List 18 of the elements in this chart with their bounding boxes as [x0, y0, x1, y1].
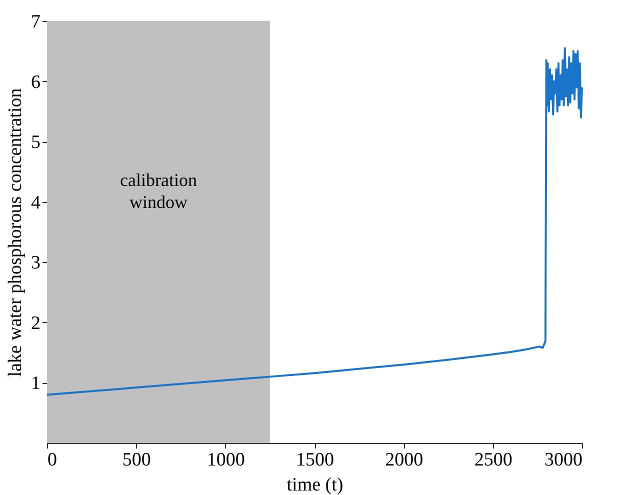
x-tick-label: 500 — [122, 450, 151, 470]
y-tick-label: 3 — [31, 252, 40, 274]
x-axis-title: time (t) — [286, 474, 344, 495]
y-axis-title: lake water phosphorous concentration — [5, 88, 26, 377]
x-tick-label: 1500 — [296, 450, 334, 470]
y-tick-label: 5 — [31, 132, 40, 154]
y-tick-label: 2 — [31, 312, 40, 334]
x-tick-label: 2000 — [385, 450, 424, 470]
band-label: calibration window — [120, 170, 197, 212]
x-tick-label: 2500 — [474, 450, 512, 470]
y-tick-label: 6 — [31, 72, 40, 93]
y-tick-label: 4 — [31, 192, 41, 214]
x-tick-label: 1000 — [206, 450, 245, 470]
y-tick-label: 7 — [31, 12, 40, 32]
y-tick-label: 1 — [31, 373, 40, 394]
x-tick-label: 0 — [48, 450, 57, 470]
line-series — [46, 47, 583, 396]
x-tick-label: 3000 — [544, 450, 582, 470]
